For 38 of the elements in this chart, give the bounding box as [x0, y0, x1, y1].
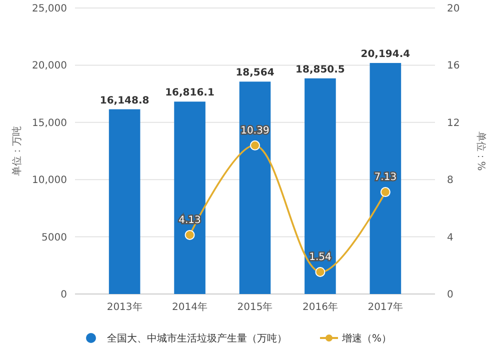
bar: [370, 62, 402, 294]
legend-label: 全国大、中城市生活垃圾产生量（万吨）: [107, 332, 287, 344]
y-tick-label: 25,000: [32, 4, 67, 14]
data-label: 1.54: [309, 252, 332, 263]
y2-tick-label: 8: [447, 175, 454, 186]
y2-tick-label: 20: [447, 4, 460, 14]
y-tick-label: 15,000: [32, 118, 67, 129]
x-tick-label: 2013年: [106, 301, 142, 313]
bar: [108, 109, 140, 294]
point: [250, 140, 260, 150]
y2-axis-title: 单位：%: [475, 131, 487, 171]
point: [380, 187, 390, 198]
data-label: 16,148.8: [100, 95, 150, 106]
x-tick-label: 2017年: [368, 301, 404, 313]
point: [184, 230, 195, 240]
y-axis-title: 单位：万吨: [11, 126, 23, 176]
x-tick-label: 2015年: [237, 301, 273, 313]
y2-tick-label: 0: [447, 290, 454, 300]
data-label: 7.13: [374, 172, 397, 184]
data-label: 16,816.1: [165, 88, 214, 99]
y-tick-label: 20,000: [32, 60, 67, 72]
y2-tick-label: 12: [447, 118, 460, 129]
point: [315, 266, 326, 277]
bar: [239, 82, 271, 294]
x-tick-label: 2016年: [302, 301, 338, 313]
data-label: 20,194.4: [360, 48, 410, 60]
y2-tick-label: 16: [447, 60, 460, 72]
y2-tick-label: 4: [447, 232, 454, 244]
y-tick-label: 5000: [42, 232, 67, 244]
x-tick-label: 2014年: [172, 301, 208, 313]
data-label: 18,850.5: [296, 64, 345, 76]
y-tick-label: 0: [60, 290, 67, 300]
legend-label: 增速（%）: [341, 332, 392, 344]
bar: [174, 102, 206, 294]
data-label: 18,564: [236, 68, 274, 79]
y-tick-label: 10,000: [32, 175, 67, 186]
data-label: 10.39: [240, 125, 270, 136]
bar: [304, 78, 336, 294]
